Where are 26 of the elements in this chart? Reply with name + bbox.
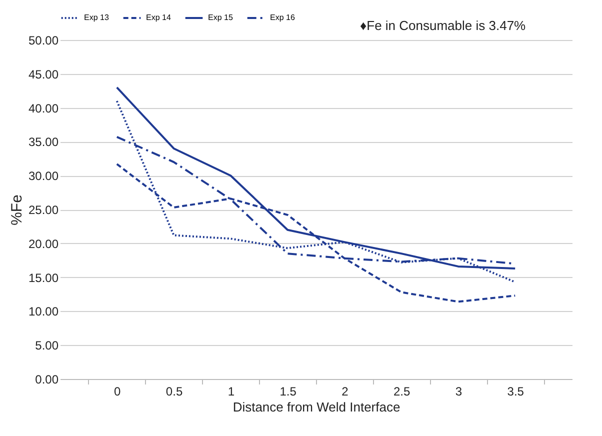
x-tick-label: 2 bbox=[342, 384, 349, 398]
x-axis-title: Distance from Weld Interface bbox=[232, 400, 400, 414]
x-tick-label: 3 bbox=[455, 384, 462, 398]
y-tick-label: 35.00 bbox=[28, 135, 59, 150]
y-tick-label: 30.00 bbox=[28, 169, 59, 184]
y-tick-label: 0.00 bbox=[35, 372, 59, 386]
y-tick-label: 5.00 bbox=[35, 338, 59, 353]
y-axis-title: %Fe bbox=[8, 194, 26, 226]
x-tick-label: 1.5 bbox=[280, 384, 297, 398]
legend-label: Exp 15 bbox=[208, 13, 234, 22]
x-tick-label: 3.5 bbox=[507, 384, 524, 398]
y-tick-label: 45.00 bbox=[28, 67, 59, 82]
text: ♦Fe in Consumable is 3.47% bbox=[360, 18, 526, 33]
y-tick-label: 15.00 bbox=[28, 270, 59, 285]
x-tick-label: 0 bbox=[114, 384, 122, 398]
y-tick-label: 10.00 bbox=[28, 304, 59, 319]
y-tick-label: 25.00 bbox=[28, 203, 59, 217]
legend-label: Exp 14 bbox=[146, 13, 172, 22]
x-tick-label: 1 bbox=[228, 384, 235, 398]
x-tick-label: 0.5 bbox=[166, 384, 183, 398]
legend-label: Exp 16 bbox=[270, 13, 296, 22]
legend-label: Exp 13 bbox=[84, 13, 110, 22]
y-tick-label: 50.00 bbox=[28, 34, 59, 48]
x-tick-label: 2.5 bbox=[393, 384, 410, 398]
y-tick-label: 40.00 bbox=[28, 101, 59, 116]
y-tick-label: 20.00 bbox=[28, 236, 59, 251]
